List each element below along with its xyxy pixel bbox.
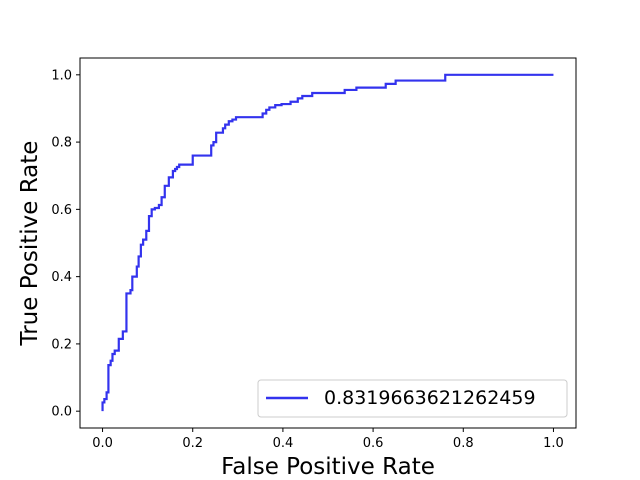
x-tick-label: 0.2: [182, 436, 203, 451]
legend-box: [257, 379, 568, 418]
y-tick-label: 0.0: [51, 405, 72, 420]
x-tick-label: 0.0: [92, 436, 113, 451]
y-tick-label: 1.0: [51, 68, 72, 83]
x-tick-label: 0.4: [273, 436, 294, 451]
x-tick-label: 0.6: [363, 436, 384, 451]
legend-entry-label: 0.8319663621262459: [324, 387, 536, 409]
roc-curve-line: [101, 73, 554, 412]
legend: 0.8319663621262459: [257, 379, 568, 418]
plot-area: [80, 58, 576, 428]
plot-frame: [79, 57, 577, 429]
y-tick-label: 0.4: [51, 270, 72, 285]
x-tick-label: 1.0: [543, 436, 564, 451]
x-tick-label: 0.8: [453, 436, 474, 451]
y-tick-label: 0.6: [51, 203, 72, 218]
y-tick-label: 0.8: [51, 136, 72, 151]
y-tick-label: 0.2: [51, 337, 72, 352]
x-axis-label: False Positive Rate: [221, 454, 435, 480]
axes-layer: 0.0 0.2 0.4 0.6 0.8 1.0 0.0 0.2 0.4 0.6 0.8 1.0: [51, 68, 563, 451]
y-axis-label: True Positive Rate: [17, 141, 43, 347]
series-layer: [101, 73, 554, 412]
